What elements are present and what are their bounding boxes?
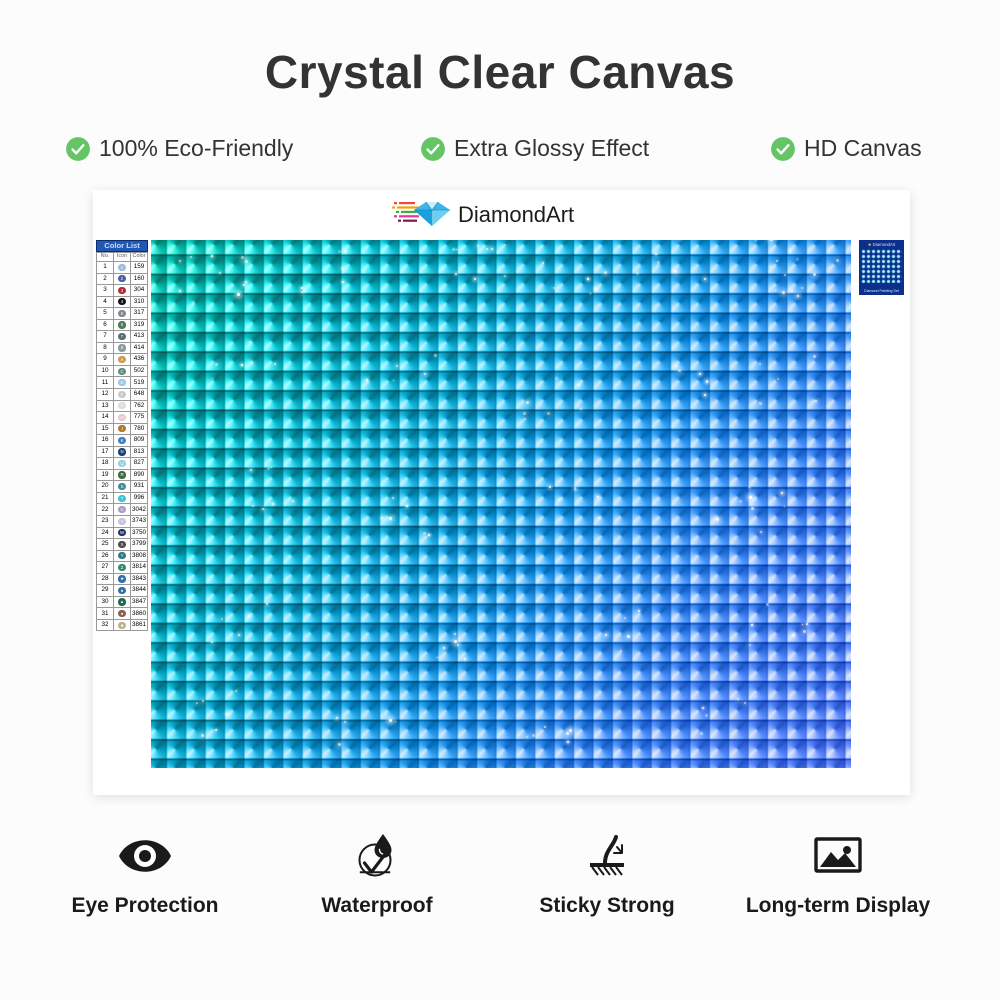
svg-text:DiamondArt: DiamondArt [458,202,574,227]
